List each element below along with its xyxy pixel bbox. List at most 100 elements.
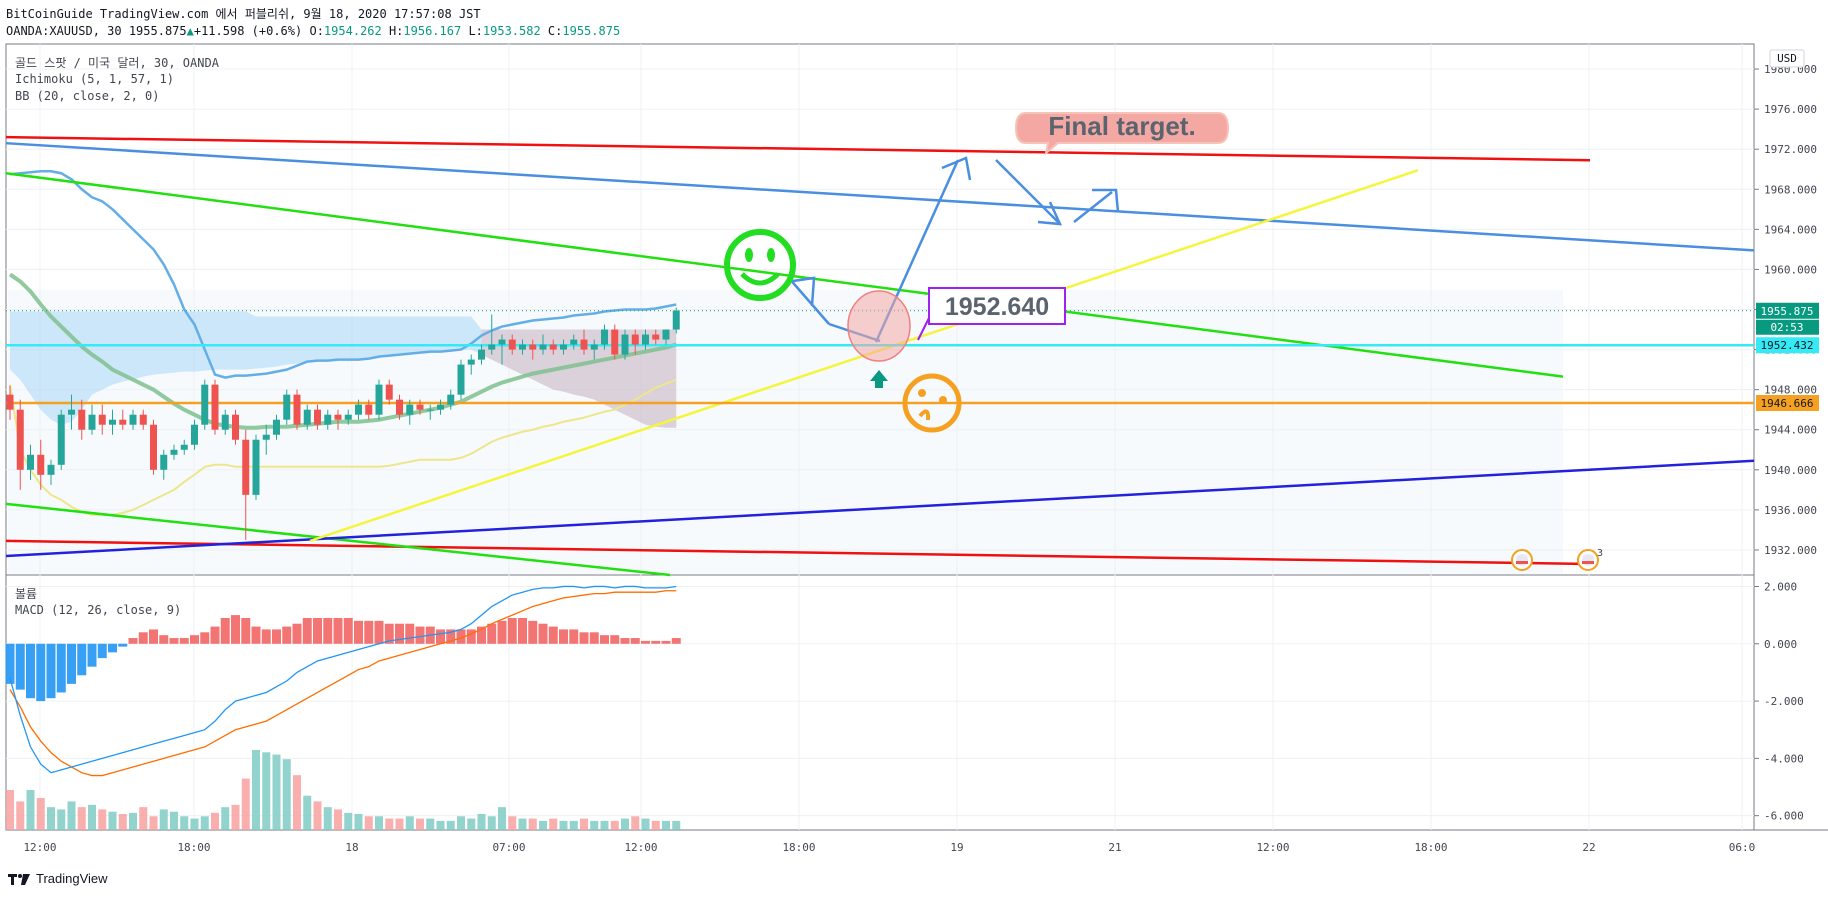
macd-histogram-bar <box>600 635 609 644</box>
candle-body <box>78 409 86 430</box>
volume-bar <box>262 752 271 830</box>
currency-tag: USD <box>1769 49 1805 68</box>
final-target-text: Final target. <box>1048 111 1195 141</box>
macd-histogram-bar <box>292 623 302 644</box>
macd-histogram-bar <box>118 643 128 647</box>
countdown-tag <box>1756 319 1819 335</box>
macd-histogram-bar <box>630 638 640 644</box>
candle-body <box>170 449 178 455</box>
macd-histogram-bar <box>251 626 261 644</box>
volume-bar <box>200 816 209 830</box>
volume-bar <box>313 801 322 830</box>
macd-histogram-bar <box>108 643 117 653</box>
low-value: 1953.582 <box>482 24 541 38</box>
candle-body <box>314 409 321 425</box>
time-tick-label: 12:00 <box>624 841 657 854</box>
event-count: 3 <box>1597 548 1603 559</box>
legend-volume[interactable]: 볼륨 <box>15 587 38 601</box>
volume-bar <box>395 818 404 830</box>
arrow-head-down <box>1037 201 1063 226</box>
macd-histogram-bar <box>364 620 374 644</box>
macd-histogram-bar <box>169 638 179 644</box>
time-tick-label: 18 <box>345 841 358 854</box>
volume-bar <box>344 812 353 830</box>
volume-bar <box>672 820 681 830</box>
volume-bar <box>477 814 486 830</box>
us-event-icon-2[interactable]: 3 <box>1577 548 1603 571</box>
volume-bar <box>47 807 55 830</box>
volume-bar <box>293 775 301 830</box>
macd-histogram-bar <box>487 623 497 644</box>
candle-body <box>355 404 362 415</box>
candle-body <box>611 329 619 355</box>
macd-histogram-bar <box>395 623 404 644</box>
candle-body <box>590 344 598 350</box>
time-tick-label: 12:00 <box>1256 841 1289 854</box>
candle-body <box>570 339 578 345</box>
time-tick-label: 21 <box>1108 841 1121 854</box>
macd-histogram-bar <box>138 632 148 644</box>
candle-body <box>549 344 557 350</box>
legend-macd[interactable]: MACD (12, 26, close, 9) <box>15 603 182 617</box>
volume-bar <box>457 816 465 830</box>
price-tick-label: 1972.000 <box>1764 143 1817 156</box>
price-tick-label: 1976.000 <box>1764 103 1817 116</box>
volume-bar <box>354 814 363 830</box>
candle-body <box>98 414 106 425</box>
volume-bar <box>528 818 537 830</box>
candle-body <box>601 329 608 345</box>
high-label: H: <box>388 24 404 38</box>
legend-bb[interactable]: BB (20, close, 2, 0) <box>15 89 160 103</box>
macd-histogram-bar <box>405 623 415 644</box>
macd-histogram-bar <box>589 632 599 644</box>
macd-histogram-bar <box>15 643 25 690</box>
final-target-callout[interactable]: Final target. <box>1014 111 1230 156</box>
candle-body <box>88 414 96 430</box>
macd-histogram-bar <box>333 617 343 644</box>
arrow-head-up <box>941 156 972 181</box>
macd-histogram-bar <box>302 617 312 644</box>
volume-bar <box>139 807 148 830</box>
bb-upper-line <box>9 169 677 379</box>
volume-bar <box>77 807 86 830</box>
candle-body <box>6 394 14 410</box>
us-event-icon[interactable] <box>1511 549 1533 571</box>
macd-histogram-bar <box>374 620 384 644</box>
macd-histogram-bar <box>610 635 620 644</box>
volume-bar <box>98 809 107 830</box>
candle-body <box>621 334 629 355</box>
macd-histogram-bar <box>210 626 220 644</box>
macd-line <box>9 585 677 774</box>
channel-line-blue <box>5 141 1755 252</box>
volume-bar <box>518 818 527 830</box>
volume-bar <box>26 790 35 830</box>
candle-body <box>211 384 219 430</box>
macd-histogram-bar <box>46 643 56 699</box>
low-label: L: <box>468 24 483 38</box>
candle-body <box>375 384 383 415</box>
price-box-callout[interactable]: 1952.640 <box>917 287 1066 341</box>
candle-body <box>273 419 280 435</box>
arrow-head-up-2 <box>1092 188 1120 213</box>
volume-bar <box>405 816 414 830</box>
volume-bar <box>16 801 25 830</box>
candle-body <box>27 454 34 470</box>
macd-histogram-bar <box>5 643 15 684</box>
publish-line: BitCoinGuide TradingView.com 에서 퍼블리쉬, 9월… <box>6 7 481 21</box>
high-value: 1956.167 <box>403 24 462 38</box>
macd-histogram-bar <box>159 635 169 644</box>
tradingview-brand[interactable]: TradingView <box>8 871 108 886</box>
price-tick-label: 1940.000 <box>1764 464 1817 477</box>
time-tick-label: 06:0 <box>1729 841 1756 854</box>
volume-bar <box>569 820 578 830</box>
candle-body <box>365 404 373 415</box>
macd-histogram-bar <box>77 643 87 676</box>
macd-tick-label: -2.000 <box>1764 695 1804 708</box>
legend-ichimoku[interactable]: Ichimoku (5, 1, 57, 1) <box>15 72 174 86</box>
volume-bar <box>231 804 240 830</box>
up-arrow-icon: ▲ <box>186 24 194 38</box>
macd-histogram-bar <box>128 638 138 644</box>
volume-bar <box>364 816 373 830</box>
candle-body <box>437 404 444 410</box>
